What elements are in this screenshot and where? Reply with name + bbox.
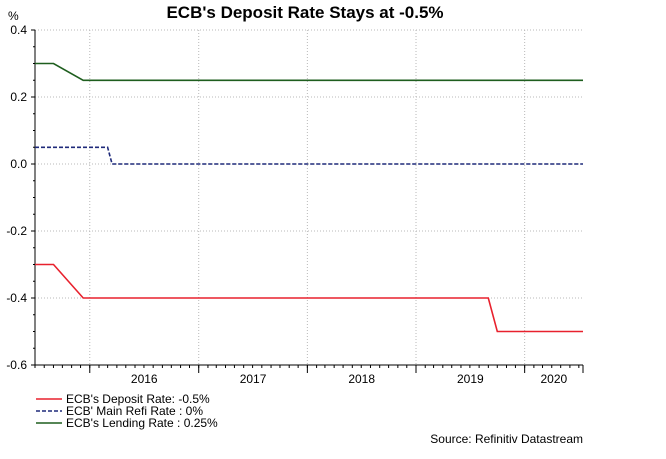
source-note: Source: Refinitiv Datastream: [430, 432, 583, 446]
series-lines: [35, 62, 583, 333]
legend-label-2: ECB' Main Refi Rate : 0%: [66, 404, 203, 418]
y-tick-label: -0.4: [6, 291, 27, 305]
x-tick-label: 2017: [240, 372, 267, 386]
x-tick-label: 2016: [131, 372, 158, 386]
y-tick-label: -0.2: [6, 224, 27, 238]
y-tick-label: 0.2: [10, 90, 27, 104]
legend-label-3: ECB's Lending Rate : 0.25%: [66, 416, 218, 430]
series-line-3: [35, 62, 583, 82]
y-tick-label: -0.6: [6, 358, 27, 372]
x-tick-label: 2019: [457, 372, 484, 386]
axes: 0.4 0.2 0.0 -0.2 -0.4 -0.6 2016 2017 2018 2019 202…: [6, 23, 584, 386]
series-line-1: [35, 263, 583, 333]
y-tick-label: 0.0: [10, 157, 27, 171]
legend-label-1: ECB's Deposit Rate: -0.5%: [66, 392, 210, 406]
x-tick-label: 2018: [348, 372, 375, 386]
x-tick-label: 2020: [540, 372, 567, 386]
series-line-2: [35, 146, 583, 165]
y-tick-label: 0.4: [10, 23, 27, 37]
gridlines: [35, 29, 583, 366]
legend: ECB's Deposit Rate: -0.5%ECB' Main Refi …: [36, 392, 218, 430]
y-axis-unit-label: %: [8, 9, 19, 23]
chart-title: ECB's Deposit Rate Stays at -0.5%: [166, 3, 443, 22]
